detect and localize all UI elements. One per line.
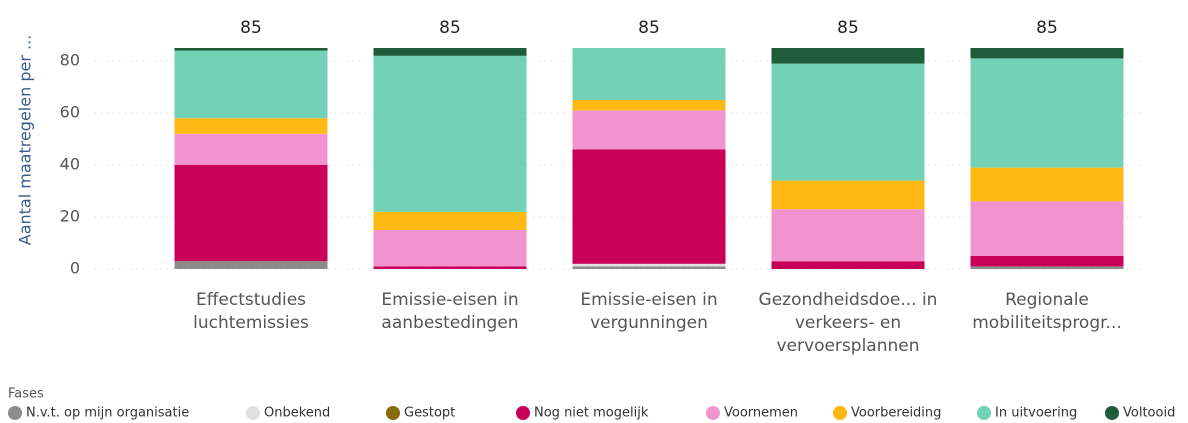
bar-segment — [771, 209, 925, 262]
bar-segment — [572, 263, 726, 267]
y-tick-label: 80 — [60, 51, 80, 70]
legend-label: Voltooid — [1123, 406, 1175, 421]
x-tick-label: Regionale mobiliteitsprogr... — [972, 290, 1122, 333]
total-label: 85 — [837, 18, 859, 38]
bar-segment — [970, 58, 1124, 168]
bar-segment — [373, 48, 527, 56]
legend-label: Nog niet mogelijk — [534, 406, 649, 421]
legend-label: N.v.t. op mijn organisatie — [26, 406, 189, 421]
x-tick-label: Gezondheidsdoe... in verkeers- en vervoe… — [758, 290, 938, 356]
bar-segment — [174, 165, 328, 262]
bar-segment — [572, 266, 726, 269]
bar-segment — [373, 55, 527, 212]
bar-segment — [174, 50, 328, 119]
legend-label: Onbekend — [264, 406, 330, 421]
bar-segment — [373, 266, 527, 269]
legend-marker — [706, 406, 720, 420]
bar-segment — [174, 133, 328, 165]
total-label: 85 — [638, 18, 660, 38]
total-label: 85 — [439, 18, 461, 38]
y-tick-label: 60 — [60, 103, 80, 122]
bar-segment — [572, 100, 726, 111]
legend-marker — [977, 406, 991, 420]
legend-label: In uitvoering — [995, 406, 1077, 421]
legend-title: Fases — [8, 387, 44, 402]
bar-segment — [572, 149, 726, 264]
bar-segment — [771, 48, 925, 64]
bar-segment — [572, 110, 726, 150]
bar-segment — [174, 118, 328, 134]
y-tick-label: 40 — [60, 155, 80, 174]
bar-segment — [771, 180, 925, 210]
y-axis-label: Aantal maatregelen per ... — [16, 35, 35, 245]
legend-marker — [386, 406, 400, 420]
bar-segment — [373, 211, 527, 230]
bar-segment — [970, 167, 1124, 202]
bar-segment — [970, 48, 1124, 59]
bar-segment — [970, 201, 1124, 256]
x-tick-label: Emissie-eisen in aanbestedingen — [381, 290, 519, 333]
legend-label: Voornemen — [724, 406, 798, 421]
bar-segment — [373, 230, 527, 267]
bar-segment — [771, 261, 925, 269]
bar-segment — [572, 48, 726, 100]
legend-marker — [246, 406, 260, 420]
y-tick-label: 0 — [70, 259, 80, 278]
bar-segment — [771, 63, 925, 181]
legend-label: Gestopt — [404, 406, 455, 421]
bar-segment — [970, 256, 1124, 267]
legend-marker — [1105, 406, 1119, 420]
bar-segment — [970, 266, 1124, 269]
legend-marker — [833, 406, 847, 420]
x-tick-label: Effectstudies luchtemissies — [193, 290, 309, 333]
legend-marker — [8, 406, 22, 420]
legend-marker — [516, 406, 530, 420]
x-tick-label: Emissie-eisen in vergunningen — [580, 290, 718, 333]
bar-segment — [174, 261, 328, 269]
bar-segment — [174, 48, 328, 51]
total-label: 85 — [240, 18, 262, 38]
y-tick-label: 20 — [60, 207, 80, 226]
legend-label: Voorbereiding — [851, 406, 941, 421]
total-label: 85 — [1036, 18, 1058, 38]
